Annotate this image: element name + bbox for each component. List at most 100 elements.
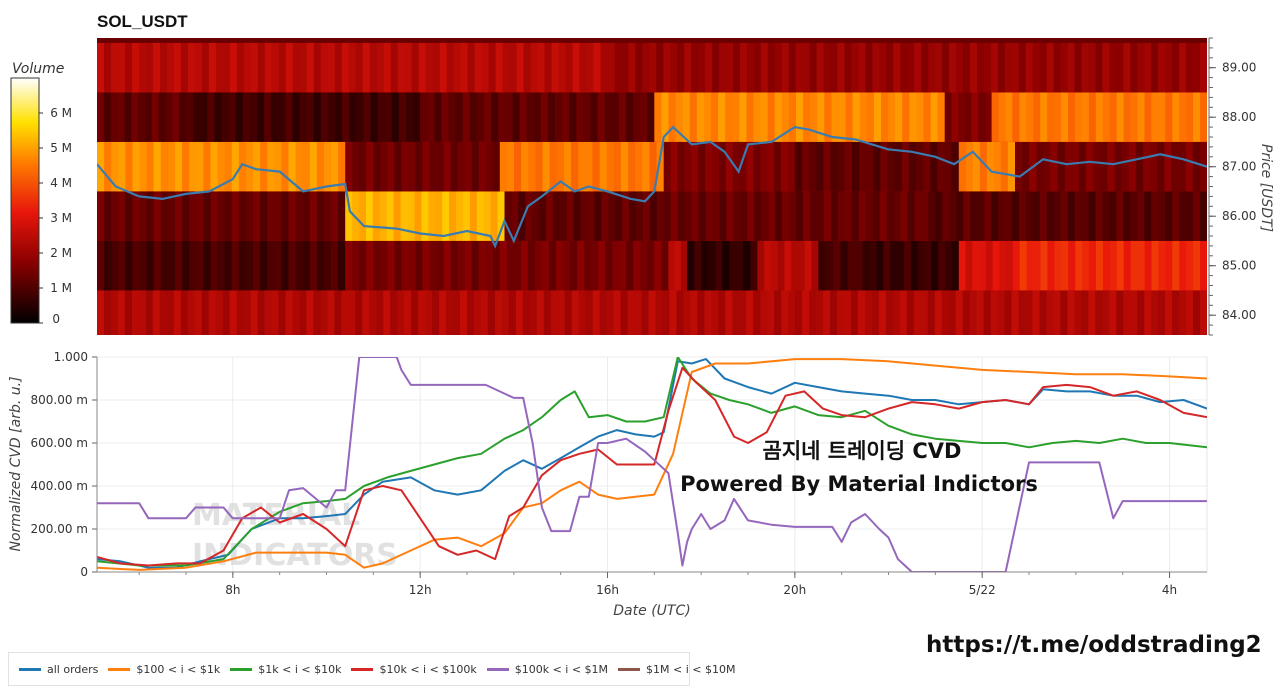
legend-item[interactable]: $1k < i < $10k xyxy=(230,663,341,676)
heat-cell xyxy=(224,191,233,241)
legend-item[interactable]: all orders xyxy=(19,663,98,676)
colorbar-tick-label: 3 M xyxy=(50,211,72,225)
heat-cell xyxy=(872,191,881,241)
heat-cell xyxy=(376,42,385,93)
heat-cell xyxy=(520,240,529,291)
heat-cell xyxy=(684,191,693,241)
heat-cell xyxy=(893,191,902,241)
heat-cell xyxy=(421,191,429,241)
heat-cell xyxy=(1095,191,1104,241)
heat-cell xyxy=(788,42,797,93)
heat-cell xyxy=(739,92,747,142)
heat-cell xyxy=(661,92,670,142)
series-line xyxy=(97,357,1207,567)
heat-cell xyxy=(753,290,761,335)
heat-cell xyxy=(345,191,353,241)
heat-cell xyxy=(1071,141,1080,192)
heat-cell xyxy=(1116,240,1125,291)
heat-cell xyxy=(182,240,190,291)
heat-cell xyxy=(1179,240,1187,291)
heat-cell xyxy=(1165,42,1173,93)
heat-cell xyxy=(1081,92,1090,142)
heat-cell xyxy=(1102,92,1111,142)
heat-cell xyxy=(787,141,796,192)
heat-cell xyxy=(634,290,643,335)
heat-cell xyxy=(1172,240,1180,291)
heat-cell xyxy=(366,141,374,192)
colorbar-tick-label: 6 M xyxy=(50,106,72,120)
heat-cell xyxy=(642,141,650,192)
legend-item[interactable]: $1M < i < $10M xyxy=(618,663,735,676)
heat-cell xyxy=(231,141,240,192)
heat-cell xyxy=(823,191,832,241)
heat-cell xyxy=(138,92,146,142)
heat-cell xyxy=(983,42,992,93)
heat-cell xyxy=(363,92,372,142)
heat-cell xyxy=(937,141,946,192)
heat-cell xyxy=(474,290,482,335)
legend-item[interactable]: $10k < i < $100k xyxy=(351,663,477,676)
heat-cell xyxy=(1116,42,1124,93)
heat-cell xyxy=(348,290,356,335)
heat-cell xyxy=(369,290,377,335)
heat-cell xyxy=(1171,141,1180,192)
heat-cell xyxy=(210,240,219,291)
heat-cell xyxy=(600,42,609,93)
heat-cell xyxy=(139,141,148,192)
heat-cell xyxy=(449,191,457,241)
heat-cell xyxy=(484,92,492,142)
price-tick-label: 84.00 xyxy=(1222,308,1256,322)
heat-cell xyxy=(519,92,528,142)
heat-cell xyxy=(648,290,657,335)
heat-cell xyxy=(585,290,594,335)
heat-cell xyxy=(1060,42,1069,93)
cvd-x-axis: 8h 12h 16h 20h 5/22 4h xyxy=(97,571,1207,597)
heat-cell xyxy=(1060,191,1069,241)
heat-cell xyxy=(733,42,741,93)
heat-cell xyxy=(1005,92,1013,142)
heat-cell xyxy=(620,290,629,335)
heatmap-panel xyxy=(97,38,1207,335)
heat-cell xyxy=(711,290,719,335)
heat-cell xyxy=(131,92,139,142)
heat-cell xyxy=(1075,92,1083,142)
heat-cell xyxy=(677,42,685,93)
legend-item[interactable]: $100k < i < $1M xyxy=(486,663,608,676)
heat-cell xyxy=(580,191,589,241)
heat-cell xyxy=(576,92,584,142)
heat-cell xyxy=(309,141,318,192)
telegram-link[interactable]: https://t.me/oddstrading2 xyxy=(926,632,1262,658)
heat-cell xyxy=(434,92,443,142)
heat-cell xyxy=(1075,240,1083,291)
heat-cell xyxy=(359,240,367,291)
heat-cell xyxy=(224,141,233,192)
heat-cell xyxy=(837,191,846,241)
heat-cell xyxy=(187,42,196,93)
heat-cell xyxy=(457,240,466,291)
heat-cell xyxy=(208,290,217,335)
heat-cell xyxy=(295,240,304,291)
heat-cell xyxy=(993,141,1002,192)
heat-cell xyxy=(1130,92,1139,142)
heat-cell xyxy=(920,290,929,335)
series-line xyxy=(97,366,1207,567)
heat-cell xyxy=(118,240,126,291)
heat-cell xyxy=(718,141,727,192)
heat-cell xyxy=(979,141,988,192)
heat-cell xyxy=(292,42,301,93)
legend-item[interactable]: $100 < i < $1k xyxy=(108,663,220,676)
heat-cell xyxy=(207,92,215,142)
heat-cell xyxy=(210,191,219,241)
heat-cell xyxy=(917,240,926,291)
heat-cell xyxy=(969,290,978,335)
heat-cell xyxy=(153,141,162,192)
heat-cell xyxy=(1082,240,1090,291)
heat-cell xyxy=(942,191,950,241)
heat-cell xyxy=(476,92,485,142)
heat-cell xyxy=(306,42,315,93)
heat-cell xyxy=(338,141,346,192)
heat-cell xyxy=(592,141,601,192)
heat-cell xyxy=(1040,92,1048,142)
heat-cell xyxy=(997,290,1006,335)
heat-cell xyxy=(774,92,783,142)
